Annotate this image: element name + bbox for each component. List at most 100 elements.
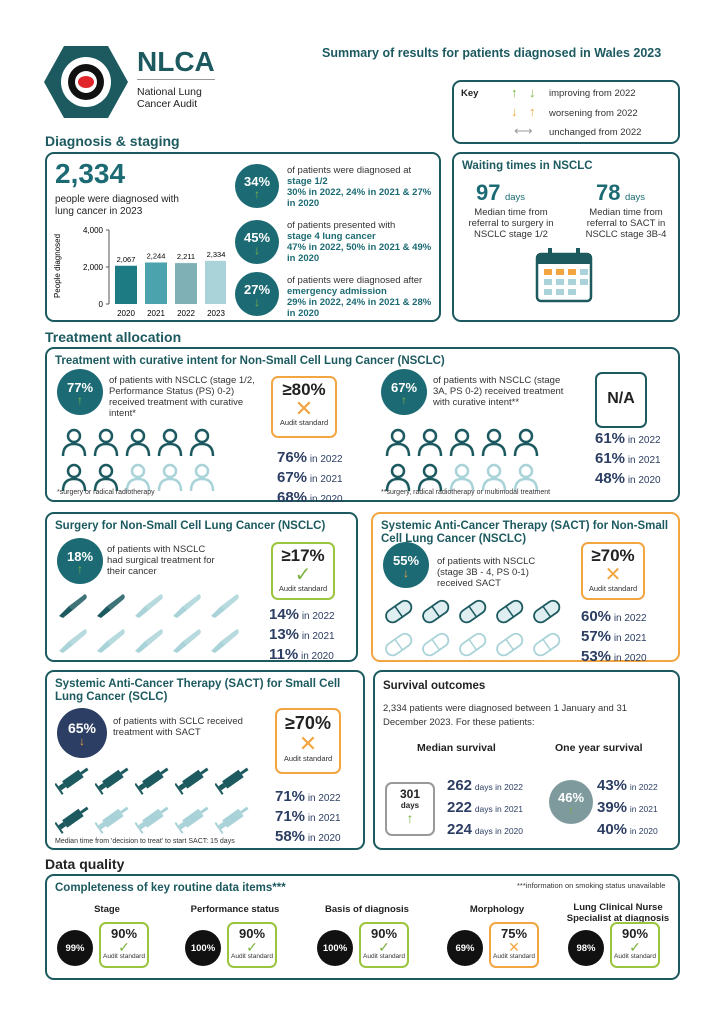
- y-tick-label: 0: [99, 300, 104, 309]
- pill-icons: [381, 598, 571, 664]
- arrow-down-orange-icon: ↓: [511, 104, 518, 119]
- person-icon: [447, 427, 479, 459]
- x-tick-label: 2021: [147, 309, 165, 318]
- sact-sclc-footnote: Median time from 'decision to treat' to …: [55, 838, 235, 845]
- dq-label: Morphology: [469, 904, 525, 915]
- curative-left-circle: 77% ↑: [57, 369, 103, 415]
- dq-value: 99%: [57, 930, 93, 966]
- syringe-icon: [54, 801, 95, 837]
- stage12-text: of patients were diagnosed at: [287, 165, 412, 176]
- dq-value: 98%: [568, 930, 604, 966]
- person-icon: [123, 427, 155, 459]
- pill-icon: [418, 631, 455, 661]
- syringe-icon: [94, 762, 135, 798]
- pill-icon: [529, 631, 566, 661]
- arrow-down-green-icon: ↓: [529, 85, 536, 100]
- dq-standard: 90% ✓ Audit standard: [99, 922, 149, 968]
- scalpel-icon: [93, 590, 131, 622]
- scalpel-icon: [93, 625, 131, 657]
- data-quality-card: Completeness of key routine data items**…: [45, 874, 680, 980]
- bar: [175, 263, 197, 304]
- pill-icon: [381, 598, 418, 628]
- curative-left-standard: ≥80% ✕ Audit standard: [271, 376, 337, 438]
- total-desc: people were diagnosed with lung cancer i…: [55, 194, 179, 217]
- survival-desc: 2,334 patients were diagnosed between 1 …: [383, 703, 628, 728]
- curative-right-desc: of patients with NSCLC (stage 3A, PS 0-2…: [433, 375, 564, 408]
- pill-icon: [492, 631, 529, 661]
- person-icon: [123, 462, 155, 494]
- logo-subtitle: National Lung Cancer Audit: [137, 86, 202, 110]
- surgery-standard: ≥17% ✓ Audit standard: [271, 542, 335, 600]
- key-unchanged: unchanged from 2022: [549, 127, 642, 138]
- person-icon: [383, 427, 415, 459]
- syringe-icon: [214, 762, 255, 798]
- sact-sclc-standard: ≥70% ✕ Audit standard: [275, 708, 341, 774]
- bar-label: 2,067: [117, 255, 136, 264]
- waiting-title: Waiting times in NSCLC: [462, 160, 593, 172]
- cross-icon: ✕: [298, 731, 318, 756]
- person-icon: [59, 427, 91, 459]
- key-box: Key ↑ ↓ improving from 2022 ↓ ↑ worsenin…: [452, 80, 680, 144]
- median-heading: Median survival: [417, 742, 496, 754]
- surgery-desc: of patients with NSCLC had surgical trea…: [107, 544, 215, 577]
- stage4-label: stage 4 lung cancer: [287, 231, 376, 242]
- nlca-logo: [42, 44, 130, 120]
- curative-right-circle: 67% ↑: [381, 369, 427, 415]
- y-tick-label: 2,000: [83, 263, 104, 272]
- pill-icon: [381, 631, 418, 661]
- cross-icon: ✕: [294, 396, 314, 421]
- syringe-icon: [214, 801, 255, 837]
- data-quality-heading: Data quality: [45, 856, 125, 872]
- logo-text: NLCA: [137, 46, 215, 77]
- sact-sclc-title: Systemic Anti-Cancer Therapy (SACT) for …: [55, 678, 341, 703]
- bar-label: 2,244: [147, 251, 166, 260]
- dq-standard: 90% ✓ Audit standard: [359, 922, 409, 968]
- dq-label: Basis of diagnosis: [325, 904, 409, 915]
- total-diagnosed: 2,334: [55, 158, 126, 189]
- curative-left-desc: of patients with NSCLC (stage 1/2, Perfo…: [109, 375, 255, 419]
- x-tick-label: 2023: [207, 309, 225, 318]
- diagnosis-heading: Diagnosis & staging: [45, 133, 180, 149]
- sact-nsclc-card: Systemic Anti-Cancer Therapy (SACT) for …: [371, 512, 680, 665]
- page-title: Summary of results for patients diagnose…: [322, 46, 662, 60]
- year-heading: One year survival: [555, 742, 643, 754]
- x-tick-label: 2022: [177, 309, 195, 318]
- person-icon: [415, 427, 447, 459]
- calendar-icon: [535, 248, 593, 303]
- surgery-card: Surgery for Non-Small Cell Lung Cancer (…: [45, 512, 358, 663]
- emergency-circle: 27% ↓: [235, 272, 279, 316]
- scalpel-icon: [55, 590, 93, 622]
- scalpel-icon: [169, 590, 207, 622]
- person-icon: [91, 462, 123, 494]
- stage4-history: 47% in 2022, 50% in 2021 & 49% in 2020: [287, 242, 432, 264]
- check-icon: ✓: [294, 564, 312, 586]
- person-icon: [383, 462, 415, 494]
- sact-nsclc-standard: ≥70% ✕ Audit standard: [581, 542, 645, 600]
- syringe-icon: [174, 762, 215, 798]
- bar-label: 2,211: [177, 252, 195, 261]
- dq-value: 100%: [317, 930, 353, 966]
- scalpel-icons: [55, 590, 245, 660]
- survival-title: Survival outcomes: [383, 680, 486, 692]
- surgery-title: Surgery for Non-Small Cell Lung Cancer (…: [55, 520, 326, 532]
- syringe-icon: [94, 801, 135, 837]
- data-quality-note: ***information on smoking status unavail…: [517, 881, 666, 890]
- person-icon: [479, 427, 511, 459]
- scalpel-icon: [55, 625, 93, 657]
- sact-sclc-desc: of patients with SCLC received treatment…: [113, 716, 243, 738]
- dq-standard: 90% ✓ Audit standard: [227, 922, 277, 968]
- one-year-circle: 46% ↑: [549, 780, 593, 824]
- emergency-text: of patients were diagnosed after: [287, 275, 423, 286]
- person-icon: [187, 462, 219, 494]
- stage4-text: of patients presented with: [287, 220, 396, 231]
- bar: [115, 265, 137, 304]
- scalpel-icon: [207, 590, 245, 622]
- bar: [205, 260, 226, 304]
- curative-right-standard: N/A: [595, 372, 647, 428]
- arrow-up-orange-icon: ↑: [529, 104, 536, 119]
- dq-label: Stage: [94, 904, 120, 915]
- curative-card: Treatment with curative intent for Non-S…: [45, 347, 680, 506]
- curative-right-footnote: **surgery, radical radiotherapy or multi…: [381, 489, 551, 496]
- pill-icon: [418, 598, 455, 628]
- bar: [145, 262, 167, 304]
